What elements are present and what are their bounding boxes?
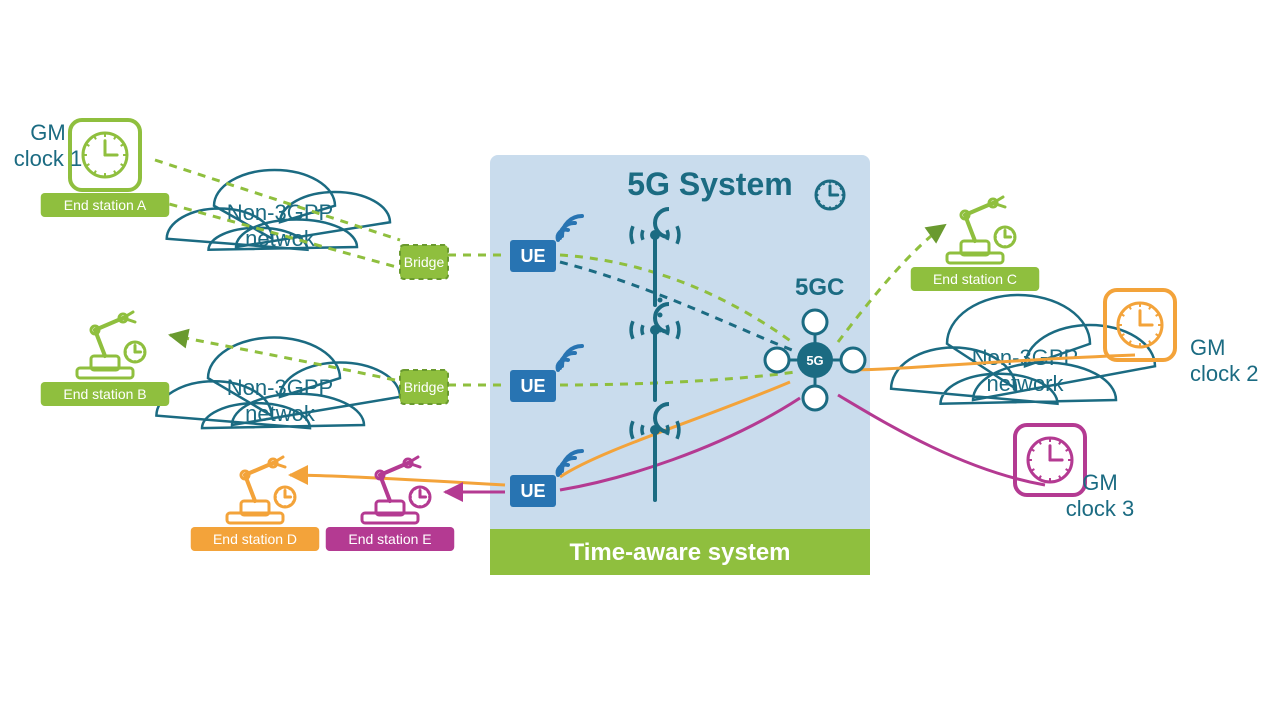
bridge-label: Bridge — [404, 254, 445, 270]
five-g-system-title: 5G System — [627, 166, 792, 202]
five-g-core-label: 5G — [806, 353, 823, 368]
bridge-label: Bridge — [404, 379, 445, 395]
station-label: End station B — [63, 386, 146, 402]
ellipsis-dot — [658, 298, 663, 303]
time-aware-label: Time-aware system — [569, 539, 790, 566]
ue-label: UE — [520, 481, 545, 501]
diagram-canvas: 5G System Time-aware system Non-3GPPnetwo… — [0, 0, 1280, 721]
bridge-br1: Bridge — [400, 245, 448, 279]
bridge-br2: Bridge — [400, 370, 448, 404]
station-label: End station E — [348, 531, 431, 547]
ue-label: UE — [520, 246, 545, 266]
ellipsis-dot — [658, 313, 663, 318]
ellipsis-dot — [658, 328, 663, 333]
five-gc-label: 5GC — [795, 274, 844, 301]
station-label: End station D — [213, 531, 297, 547]
station-label: End station C — [933, 271, 1017, 287]
station-label: End station A — [64, 197, 147, 213]
ue-label: UE — [520, 376, 545, 396]
cloud-label: Non-3GPPnetwork — [972, 345, 1078, 396]
